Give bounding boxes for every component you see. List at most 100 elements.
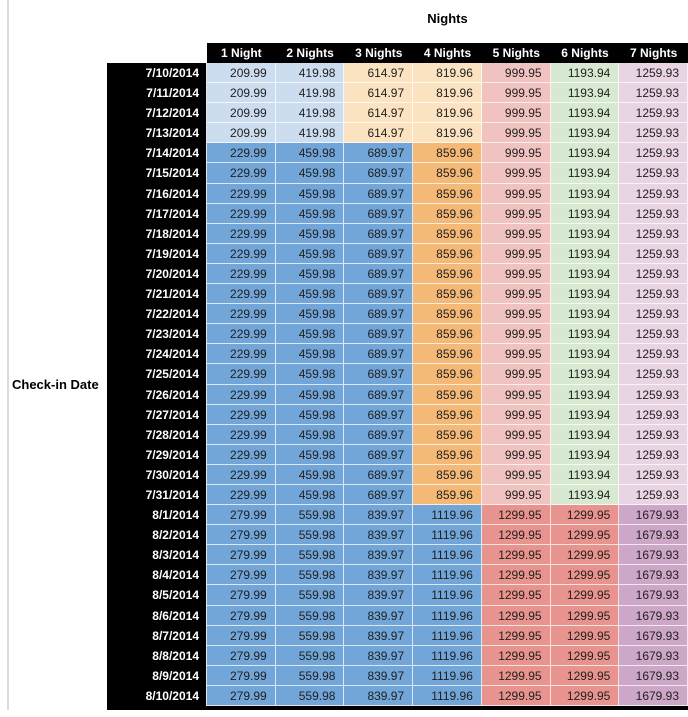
price-cell: 1193.94: [550, 304, 620, 325]
price-cell: 859.96: [413, 424, 482, 445]
checkin-date-cell: 7/29/2014: [107, 444, 207, 465]
table-row: 8/1/2014 279.99 559.98 839.97 1119.96 1299.95…: [107, 505, 688, 526]
price-cell: 859.96: [413, 183, 482, 204]
price-cell: 229.99: [207, 223, 276, 244]
price-cell: 1299.95: [550, 565, 620, 586]
price-cell: 459.98: [275, 284, 345, 305]
price-cell: 999.95: [481, 364, 551, 385]
price-cell: 1299.95: [481, 625, 551, 646]
checkin-date-cell: 7/26/2014: [107, 384, 207, 405]
price-cell: 229.99: [207, 484, 276, 506]
price-cell: 459.98: [275, 464, 345, 485]
price-cell: 1193.94: [550, 123, 620, 144]
price-cell: 689.97: [344, 484, 414, 506]
price-cell: 279.99: [207, 645, 276, 666]
price-cell: 689.97: [344, 203, 414, 224]
price-cell: 1259.93: [619, 223, 688, 244]
price-cell: 279.99: [207, 505, 276, 526]
price-cell: 1259.93: [619, 123, 688, 144]
price-cell: 819.96: [413, 63, 482, 84]
price-cell: 1119.96: [413, 585, 482, 606]
table-row: 7/24/2014 229.99 459.98 689.97 859.96 999.95 1…: [107, 344, 688, 365]
price-cell: 229.99: [207, 344, 276, 365]
price-cell: 559.98: [275, 585, 345, 606]
price-cell: 1119.96: [413, 685, 482, 706]
price-cell: 999.95: [481, 464, 551, 485]
price-cell: 999.95: [481, 163, 551, 184]
checkin-date-cell: 7/11/2014: [107, 83, 207, 104]
price-cell: 1259.93: [619, 203, 688, 224]
price-cell: 1679.93: [619, 545, 688, 566]
checkin-date-cell: 7/30/2014: [107, 464, 207, 485]
checkin-date-cell: 7/31/2014: [107, 484, 207, 506]
price-cell: 559.98: [275, 545, 345, 566]
table-row: 8/6/2014 279.99 559.98 839.97 1119.96 1299.95…: [107, 605, 688, 626]
left-gridline: [7, 0, 9, 710]
column-header-4: 4 Nights: [413, 43, 482, 63]
price-cell: 229.99: [207, 243, 276, 264]
price-cell: 1119.96: [413, 625, 482, 646]
checkin-date-cell: 7/18/2014: [107, 223, 207, 244]
checkin-date-cell: 8/7/2014: [107, 625, 207, 646]
price-cell: 1119.96: [413, 525, 482, 546]
price-cell: 1299.95: [481, 565, 551, 586]
price-cell: 1679.93: [619, 605, 688, 626]
table-title: Nights: [427, 11, 468, 26]
price-cell: 229.99: [207, 203, 276, 224]
table-row: 7/18/2014 229.99 459.98 689.97 859.96 999.95 1…: [107, 223, 688, 244]
price-cell: 1299.95: [481, 505, 551, 526]
table-row: 7/25/2014 229.99 459.98 689.97 859.96 999.95 1…: [107, 364, 688, 385]
price-cell: 689.97: [344, 464, 414, 485]
row-axis-label: Check-in Date: [12, 377, 99, 392]
price-cell: 229.99: [207, 364, 276, 385]
price-cell: 999.95: [481, 284, 551, 305]
price-cell: 1193.94: [550, 223, 620, 244]
price-cell: 1299.95: [481, 645, 551, 666]
price-cell: 999.95: [481, 304, 551, 325]
price-cell: 999.95: [481, 103, 551, 124]
price-cell: 999.95: [481, 203, 551, 224]
table-row: 8/5/2014 279.99 559.98 839.97 1119.96 1299.95…: [107, 585, 688, 606]
price-cell: 1119.96: [413, 545, 482, 566]
price-cell: 839.97: [344, 625, 414, 646]
price-cell: 209.99: [207, 123, 276, 144]
checkin-date-cell: 7/10/2014: [107, 63, 207, 84]
price-cell: 1299.95: [481, 525, 551, 546]
price-cell: 839.97: [344, 665, 414, 686]
price-cell: 999.95: [481, 123, 551, 144]
price-cell: 999.95: [481, 404, 551, 425]
table-row: 8/3/2014 279.99 559.98 839.97 1119.96 1299.95…: [107, 545, 688, 566]
price-cell: 999.95: [481, 83, 551, 104]
price-cell: 999.95: [481, 143, 551, 164]
price-cell: 1299.95: [481, 585, 551, 606]
price-cell: 1259.93: [619, 183, 688, 204]
checkin-date-cell: 8/1/2014: [107, 505, 207, 526]
table-row: 8/10/2014 279.99 559.98 839.97 1119.96 1299.9…: [107, 685, 688, 706]
price-cell: 839.97: [344, 545, 414, 566]
checkin-date-cell: 8/4/2014: [107, 565, 207, 586]
price-cell: 1259.93: [619, 364, 688, 385]
column-header-2: 2 Nights: [275, 43, 345, 63]
price-cell: 1193.94: [550, 324, 620, 345]
price-cell: 229.99: [207, 304, 276, 325]
price-cell: 229.99: [207, 284, 276, 305]
price-cell: 1259.93: [619, 464, 688, 485]
price-cell: 1119.96: [413, 505, 482, 526]
price-cell: 1119.96: [413, 665, 482, 686]
price-cell: 459.98: [275, 364, 345, 385]
price-cell: 1259.93: [619, 444, 688, 465]
price-cell: 459.98: [275, 384, 345, 405]
price-cell: 1193.94: [550, 364, 620, 385]
checkin-date-cell: 7/28/2014: [107, 424, 207, 445]
checkin-date-cell: 8/3/2014: [107, 545, 207, 566]
price-cell: 279.99: [207, 585, 276, 606]
column-header-6: 6 Nights: [550, 43, 620, 63]
price-cell: 419.98: [275, 103, 345, 124]
price-cell: 689.97: [344, 324, 414, 345]
table-row: 8/8/2014 279.99 559.98 839.97 1119.96 1299.95…: [107, 645, 688, 666]
price-cell: 1259.93: [619, 103, 688, 124]
price-cell: 279.99: [207, 525, 276, 546]
price-cell: 279.99: [207, 565, 276, 586]
price-cell: 859.96: [413, 263, 482, 285]
price-cell: 1119.96: [413, 605, 482, 626]
